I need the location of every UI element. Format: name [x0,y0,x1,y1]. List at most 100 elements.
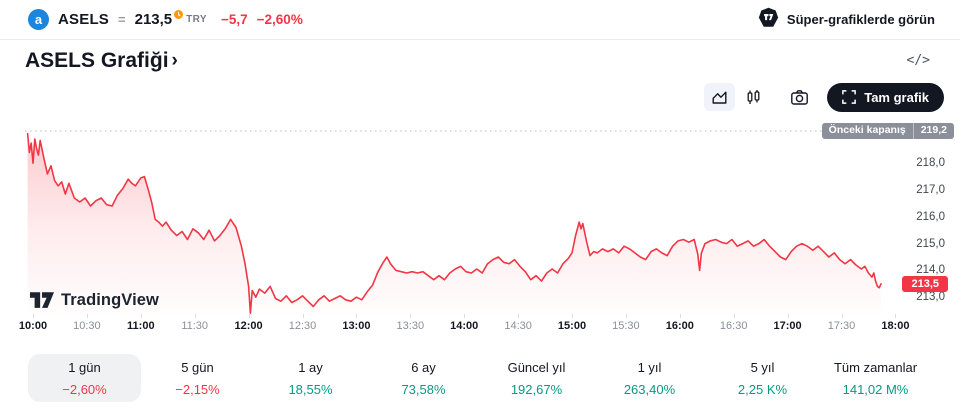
time-axis-label: 14:30 [504,320,532,332]
price-axis-label: 218,0 [916,157,945,170]
time-axis-tick [841,314,843,318]
page-title: ASELS Grafiği [25,49,169,72]
range-label: 6 ay [411,359,436,375]
range-label: Tüm zamanlar [833,359,918,375]
symbol-header-bar: a ASELS = 213,5 TRY −5,7 −2,60% Süper-gr… [0,0,960,40]
range-button-6-ay[interactable]: 6 ay 73,58% [367,354,480,402]
time-axis-label: 10:30 [73,320,101,332]
time-axis-tick [33,314,34,318]
range-change-value: 2,25 K% [737,381,788,397]
time-axis-tick [625,314,627,318]
title-row: ASELS Grafiği › </> [0,40,960,78]
chevron-right-icon: › [171,50,178,71]
time-axis-label: 15:30 [612,320,640,332]
chart-toolbar: Tam grafik [0,78,960,120]
fullscreen-icon [842,90,857,104]
time-axis-label: 11:30 [181,320,209,332]
range-label: 5 gün [181,359,214,375]
time-axis-label: 14:00 [450,320,479,332]
chart-pane[interactable]: Önceki kapanış 219,2 218,0 217,0 216,0 215,… [0,120,960,314]
price-axis-label: 216,0 [916,210,945,223]
area-chart-icon [712,91,727,104]
time-axis-label: 17:30 [827,320,856,332]
supercharts-link-label: Süper-grafiklerde görün [786,12,935,27]
snapshot-button[interactable] [784,83,815,111]
range-selector: 1 gün −2,60% 5 gün −2,15% 1 ay 18,55% 6 ay 73,5… [28,354,932,402]
time-axis-tick [140,314,142,318]
range-button-5-yil[interactable]: 5 yıl 2,25 K% [706,354,819,402]
area-chart-type-button[interactable] [704,83,736,111]
time-axis-tick [410,314,412,318]
watermark-text: TradingView [61,291,159,309]
candles-chart-icon [747,89,760,104]
time-axis-tick [572,314,573,318]
page-title-link[interactable]: ASELS Grafiği › [25,49,178,73]
range-button-5-gun[interactable]: 5 gün −2,15% [141,354,254,402]
time-axis-label: 10:00 [18,320,48,332]
symbol-logo: a [28,9,49,30]
previous-close-value: 219,2 [912,123,954,139]
range-button-guncel-yil[interactable]: Güncel yıl 192,67% [480,354,593,402]
price-axis-label: 217,0 [916,183,945,196]
range-change-value: −2,60% [62,381,107,397]
range-label: 1 gün [68,359,101,375]
time-axis-label: 15:00 [557,320,587,332]
range-button-1-yil[interactable]: 1 yıl 263,40% [593,354,706,402]
range-change-value: 141,02 M% [842,381,909,397]
price-axis-label: 213,0 [916,291,945,304]
price-change-percent: −2,60% [256,12,303,27]
range-button-1-gun[interactable]: 1 gün −2,60% [28,354,141,402]
range-label: Güncel yıl [507,359,566,375]
range-button-1-ay[interactable]: 1 ay 18,55% [254,354,367,402]
open-in-supercharts-link[interactable]: Süper-grafiklerde görün [758,7,935,33]
time-axis-label: 16:30 [719,320,748,332]
price-axis-label: 215,0 [916,237,945,250]
candles-chart-type-button[interactable] [738,83,769,111]
symbol-info[interactable]: a ASELS = 213,5 TRY −5,7 −2,60% [28,9,303,30]
range-change-value: −2,15% [175,381,220,397]
market-status-separator: = [118,12,126,27]
time-axis: 10:00 10:30 11:00 11:30 12:00 12:30 13:00 13:30… [0,314,960,340]
time-axis-label: 11:00 [127,320,155,332]
time-axis-tick [356,314,358,318]
time-axis-tick [895,314,897,318]
time-axis-label: 17:00 [773,320,802,332]
price-area-chart [25,130,882,314]
tradingview-shield-icon [758,7,779,33]
time-axis-label: 13:00 [342,320,371,332]
range-change-value: 263,40% [623,381,676,397]
fullscreen-label: Tam grafik [864,89,929,105]
symbol-name: ASELS [58,11,110,28]
time-axis-label: 13:30 [396,320,425,332]
last-price-badge: 213,5 [902,275,948,292]
time-axis-tick [787,314,789,318]
time-axis-tick [733,314,735,318]
time-axis-tick [86,314,88,318]
range-change-value: 73,58% [401,381,446,397]
area-fill [27,133,882,314]
time-axis-tick [248,314,250,318]
price-axis-label: 214,0 [916,264,945,277]
symbol-currency: TRY [186,14,207,25]
time-axis-tick [464,314,466,318]
time-axis-tick [302,314,304,318]
range-label: 5 yıl [750,359,775,375]
time-axis-tick [518,314,520,318]
range-label: 1 ay [298,359,323,375]
camera-icon [791,89,809,105]
range-change-value: 192,67% [510,381,563,397]
price-line [26,132,882,314]
time-axis-label: 12:00 [234,320,263,332]
embed-code-icon[interactable]: </> [906,53,930,68]
range-label: 1 yıl [637,359,662,375]
market-clock-icon [174,6,184,24]
fullscreen-chart-button[interactable]: Tam grafik [827,82,944,112]
time-axis-label: 12:30 [288,320,317,332]
symbol-price: 213,5 [134,11,173,28]
previous-close-label: Önceki kapanış [828,124,906,136]
range-button-tum-zamanlar[interactable]: Tüm zamanlar 141,02 M% [819,354,932,402]
tradingview-watermark[interactable]: TradingView [30,291,159,310]
price-change: −5,7 [221,12,248,27]
tradingview-logo-icon [30,292,54,308]
